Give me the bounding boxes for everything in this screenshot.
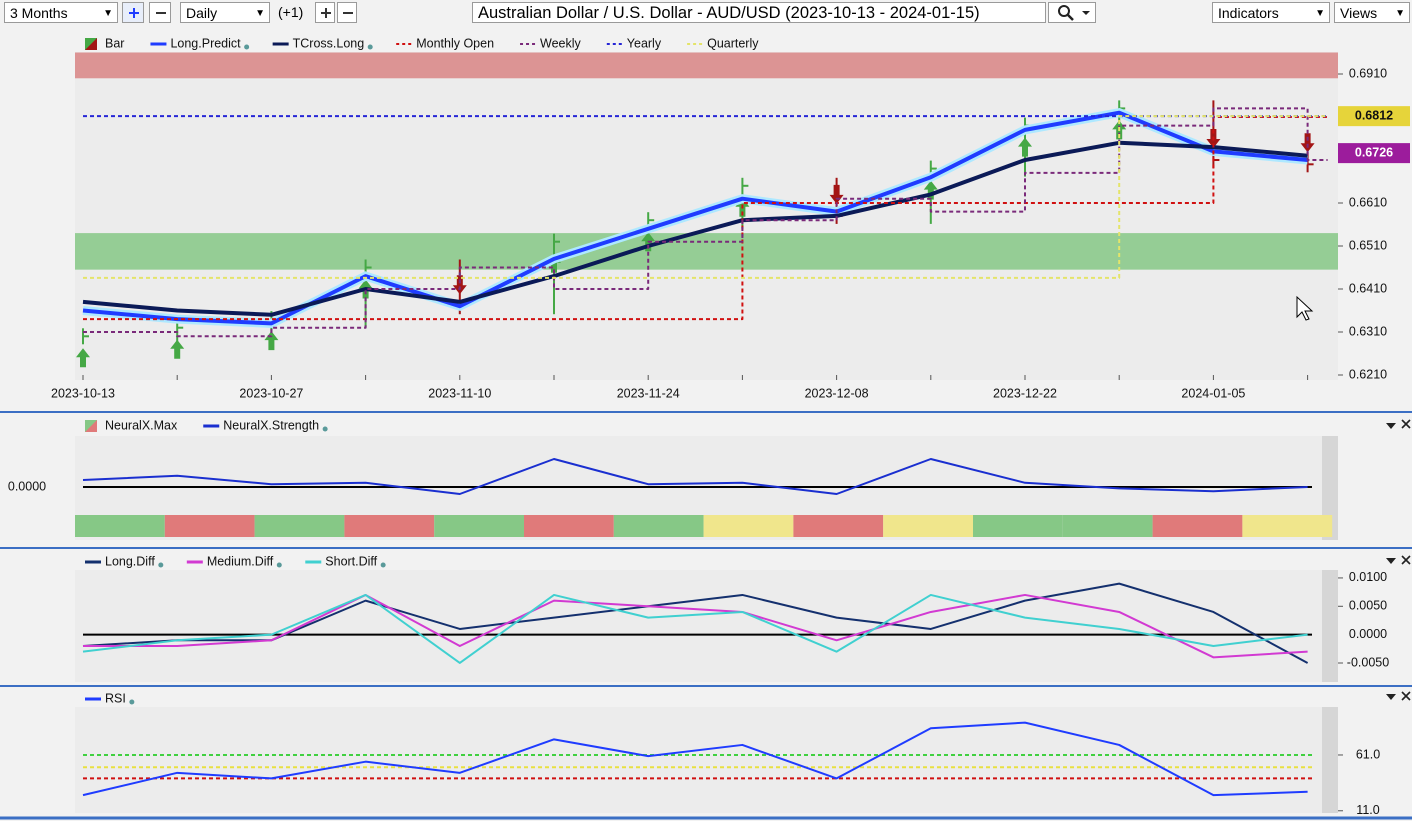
price-tag-label: 0.6726 xyxy=(1355,145,1393,159)
y-tick-label: 0.6410 xyxy=(1349,281,1387,295)
legend-label: NeuralX.Max xyxy=(105,418,178,432)
x-tick-label: 2023-12-08 xyxy=(805,386,869,400)
x-tick-label: 2023-10-27 xyxy=(239,386,303,400)
offset-minus[interactable] xyxy=(337,2,357,23)
legend-label: Short.Diff xyxy=(325,554,377,568)
state-cell xyxy=(1242,515,1333,537)
y-tick-label: 0.0000 xyxy=(8,479,46,493)
y-tick-label: 61.0 xyxy=(1356,747,1380,761)
price-tag xyxy=(1338,106,1410,127)
state-cell xyxy=(344,515,435,537)
y-tick-label: 0.6610 xyxy=(1349,195,1387,209)
chart-area: 0.6910 0.6610 0.6510 0.6410 0.6310 0.6210 Bar L… xyxy=(0,30,1412,820)
state-cell xyxy=(973,515,1063,537)
y-tick-label: 0.0050 xyxy=(1349,599,1387,613)
state-cell xyxy=(524,515,614,537)
series-line xyxy=(82,593,1308,664)
y-tick-label: 11.0 xyxy=(1356,803,1379,817)
state-cell xyxy=(703,515,794,537)
zoom-out-button[interactable] xyxy=(149,2,171,23)
offset-plus[interactable] xyxy=(315,2,335,23)
y-tick-label: 0.6510 xyxy=(1349,238,1387,252)
legend-dot xyxy=(158,562,164,568)
legend-label: Yearly xyxy=(627,36,662,50)
price-tag-label: 0.6812 xyxy=(1355,108,1393,122)
views-button[interactable]: Views ▼ xyxy=(1334,2,1410,23)
zone xyxy=(75,233,1338,270)
state-cell xyxy=(1062,515,1153,537)
price-tag xyxy=(1338,143,1410,164)
signal-arrow xyxy=(170,339,185,359)
legend-label: NeuralX.Strength xyxy=(223,418,319,432)
legend-dot xyxy=(367,44,373,50)
signal-arrow xyxy=(76,348,90,368)
series-line xyxy=(82,140,1308,317)
series-line xyxy=(82,721,1308,797)
signal-arrow xyxy=(452,275,467,295)
legend-dot xyxy=(322,426,328,432)
x-tick-label: 2023-10-13 xyxy=(51,386,115,400)
indicators-button[interactable]: Indicators ▼ xyxy=(1212,2,1330,23)
state-cell xyxy=(883,515,973,537)
offset-text: (+1) xyxy=(278,4,304,20)
signal-arrow xyxy=(923,180,938,200)
state-cell xyxy=(254,515,345,537)
interval-text: Daily xyxy=(186,5,218,21)
legend-dot xyxy=(244,44,250,50)
state-cell xyxy=(793,515,884,537)
legend-label: Long.Predict xyxy=(170,36,241,50)
search-button[interactable] xyxy=(1048,2,1096,23)
series-line xyxy=(83,593,1308,659)
y-tick-label: 0.6310 xyxy=(1349,324,1387,338)
y-tick-label: 0.0000 xyxy=(1349,627,1387,641)
indicators-text: Indicators xyxy=(1218,5,1279,21)
legend-dot xyxy=(276,562,282,568)
legend-label: Quarterly xyxy=(707,36,759,50)
state-cell xyxy=(434,515,524,537)
legend-label: Long.Diff xyxy=(105,554,155,568)
x-tick-label: 2023-12-22 xyxy=(993,386,1057,400)
legend-swatch xyxy=(85,420,97,432)
y-tick-label: -0.0050 xyxy=(1347,655,1389,669)
symbol-title[interactable]: Australian Dollar / U.S. Dollar - AUD/US… xyxy=(472,2,1046,23)
legend-label: Weekly xyxy=(540,36,582,50)
level-step xyxy=(83,116,1328,321)
signal-arrow xyxy=(1300,133,1315,153)
state-cell xyxy=(75,515,165,537)
legend-label: Monthly Open xyxy=(416,36,494,50)
y-tick-label: 0.6910 xyxy=(1349,66,1387,80)
state-cell xyxy=(164,515,255,537)
legend-dot xyxy=(380,562,386,568)
legend-swatch xyxy=(85,38,97,50)
state-cell xyxy=(613,515,704,537)
interval-select[interactable]: Daily ▼ xyxy=(180,2,270,23)
period-select[interactable]: 3 Months ▼ xyxy=(4,2,118,23)
zoom-in-button[interactable] xyxy=(122,2,144,23)
level-step xyxy=(83,107,1328,338)
legend-label: TCross.Long xyxy=(293,36,365,50)
state-cell xyxy=(1152,515,1243,537)
x-tick-label: 2024-01-05 xyxy=(1181,386,1245,400)
y-tick-label: 0.0100 xyxy=(1349,570,1387,584)
signal-arrow xyxy=(1018,137,1032,157)
series-line xyxy=(82,458,1308,495)
x-tick-label: 2023-11-24 xyxy=(617,386,680,400)
legend-label: Bar xyxy=(105,36,124,50)
views-text: Views xyxy=(1340,5,1378,21)
period-text: 3 Months xyxy=(10,5,68,21)
zone xyxy=(75,52,1338,79)
x-tick-label: 2023-11-10 xyxy=(428,386,491,400)
legend-label: Medium.Diff xyxy=(207,554,274,568)
legend-dot xyxy=(129,699,135,705)
series-line xyxy=(82,110,1308,326)
legend-label: RSI xyxy=(105,691,126,705)
y-tick-label: 0.6210 xyxy=(1349,367,1387,381)
